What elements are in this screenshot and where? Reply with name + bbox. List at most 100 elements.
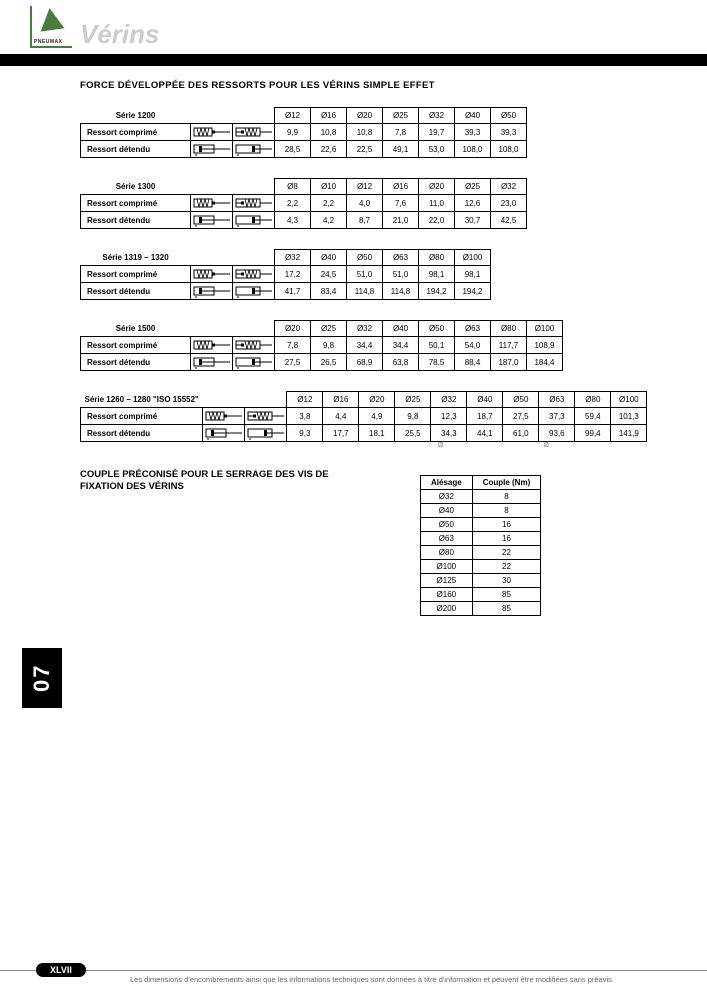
section1-title: FORCE DÉVELOPPÉE DES RESSORTS POUR LES V… bbox=[80, 80, 667, 91]
torque-col-header: Alésage bbox=[421, 476, 473, 490]
data-cell: 30,7 bbox=[455, 212, 491, 229]
cylinder-icon bbox=[191, 124, 233, 141]
cylinder-icon bbox=[233, 283, 275, 300]
data-cell: 42,5 bbox=[491, 212, 527, 229]
row-label-extended: Ressort détendu bbox=[81, 354, 191, 371]
data-cell: 108,0 bbox=[491, 141, 527, 158]
series-label: Série 1319 – 1320 bbox=[81, 250, 191, 266]
col-header: Ø63 bbox=[539, 392, 575, 408]
col-header: Ø20 bbox=[275, 321, 311, 337]
data-cell: 4,3 bbox=[275, 212, 311, 229]
series-table: Série 1200Ø12Ø16Ø20Ø25Ø32Ø40Ø50Ressort c… bbox=[80, 107, 667, 158]
data-table: Série 1260 – 1280 "ISO 15552"Ø12Ø16Ø20Ø2… bbox=[80, 391, 647, 442]
data-cell: 8,7 bbox=[347, 212, 383, 229]
data-cell: 22,6 bbox=[311, 141, 347, 158]
torque-cell: Ø63 bbox=[421, 532, 473, 546]
section-index-tab: 07 bbox=[22, 648, 62, 708]
torque-cell: Ø100 bbox=[421, 560, 473, 574]
section2: COUPLE PRÉCONISÉ POUR LE SERRAGE DES VIS… bbox=[80, 469, 667, 616]
cylinder-icon bbox=[233, 266, 275, 283]
cylinder-icon bbox=[245, 425, 287, 442]
section2-title: COUPLE PRÉCONISÉ POUR LE SERRAGE DES VIS… bbox=[80, 469, 360, 494]
data-cell: 34,3 bbox=[431, 425, 467, 442]
brand-logo: PNEUMAX bbox=[30, 6, 72, 48]
col-header: Ø20 bbox=[359, 392, 395, 408]
data-cell: 194,2 bbox=[455, 283, 491, 300]
col-header: Ø16 bbox=[383, 179, 419, 195]
data-cell: 108,9 bbox=[527, 337, 563, 354]
data-cell: 2,2 bbox=[311, 195, 347, 212]
data-cell: 22,5 bbox=[347, 141, 383, 158]
row-label-extended: Ressort détendu bbox=[81, 425, 203, 442]
data-cell: 194,2 bbox=[419, 283, 455, 300]
data-cell: 25,5 bbox=[395, 425, 431, 442]
data-cell: 4,0 bbox=[347, 195, 383, 212]
col-header: Ø25 bbox=[455, 179, 491, 195]
data-cell: 108,0 bbox=[455, 141, 491, 158]
data-cell: 27,5 bbox=[275, 354, 311, 371]
data-cell: 11,0 bbox=[419, 195, 455, 212]
col-header: Ø8 bbox=[275, 179, 311, 195]
data-cell: 4,9 bbox=[359, 408, 395, 425]
col-header: Ø25 bbox=[311, 321, 347, 337]
data-cell: 17,7 bbox=[323, 425, 359, 442]
data-cell: 78,5 bbox=[419, 354, 455, 371]
col-header: Ø63 bbox=[383, 250, 419, 266]
col-header: Ø20 bbox=[419, 179, 455, 195]
torque-cell: Ø32 bbox=[421, 490, 473, 504]
col-header: Ø25 bbox=[395, 392, 431, 408]
torque-cell: Ø125 bbox=[421, 574, 473, 588]
data-cell: 27,5 bbox=[503, 408, 539, 425]
data-table: Série 1500Ø20Ø25Ø32Ø40Ø50Ø63Ø80Ø100Resso… bbox=[80, 320, 563, 371]
col-header: Ø80 bbox=[419, 250, 455, 266]
col-header: Ø32 bbox=[491, 179, 527, 195]
data-cell: 9,8 bbox=[395, 408, 431, 425]
data-cell: 34,4 bbox=[383, 337, 419, 354]
col-header: Ø50 bbox=[419, 321, 455, 337]
data-cell: 141,9 bbox=[611, 425, 647, 442]
data-cell: 44,1 bbox=[467, 425, 503, 442]
cylinder-icon bbox=[203, 408, 245, 425]
data-cell: 22,0 bbox=[419, 212, 455, 229]
row-label-extended: Ressort détendu bbox=[81, 283, 191, 300]
col-header: Ø40 bbox=[455, 108, 491, 124]
data-cell: 34,4 bbox=[347, 337, 383, 354]
data-cell: 26,5 bbox=[311, 354, 347, 371]
header-band bbox=[0, 56, 707, 66]
data-cell: 4,4 bbox=[323, 408, 359, 425]
cylinder-icon bbox=[191, 195, 233, 212]
data-cell: 9,8 bbox=[311, 337, 347, 354]
col-header: Ø32 bbox=[419, 108, 455, 124]
data-table: Série 1300Ø8Ø10Ø12Ø16Ø20Ø25Ø32Ressort co… bbox=[80, 178, 527, 229]
cylinder-icon bbox=[191, 337, 233, 354]
cylinder-icon bbox=[203, 425, 245, 442]
data-cell: 12,3 bbox=[431, 408, 467, 425]
data-cell: 114,8 bbox=[383, 283, 419, 300]
col-header: Ø32 bbox=[347, 321, 383, 337]
series-table: Série 1260 – 1280 "ISO 15552"Ø12Ø16Ø20Ø2… bbox=[80, 391, 667, 449]
data-cell: 10,8 bbox=[347, 124, 383, 141]
data-cell: 98,1 bbox=[455, 266, 491, 283]
data-cell: 101,3 bbox=[611, 408, 647, 425]
col-header: Ø16 bbox=[323, 392, 359, 408]
data-cell: 88,4 bbox=[455, 354, 491, 371]
series-label: Série 1260 – 1280 "ISO 15552" bbox=[81, 392, 203, 408]
table-footnote: ØØ bbox=[320, 442, 667, 449]
data-cell: 2,2 bbox=[275, 195, 311, 212]
col-header: Ø40 bbox=[311, 250, 347, 266]
col-header: Ø25 bbox=[383, 108, 419, 124]
torque-cell: Ø160 bbox=[421, 588, 473, 602]
data-cell: 39,3 bbox=[455, 124, 491, 141]
torque-cell: 22 bbox=[472, 546, 541, 560]
brand-name: PNEUMAX bbox=[34, 39, 63, 45]
data-cell: 49,1 bbox=[383, 141, 419, 158]
data-table: Série 1200Ø12Ø16Ø20Ø25Ø32Ø40Ø50Ressort c… bbox=[80, 107, 527, 158]
data-cell: 10,8 bbox=[311, 124, 347, 141]
series-label: Série 1200 bbox=[81, 108, 191, 124]
col-header: Ø10 bbox=[311, 179, 347, 195]
data-cell: 51,0 bbox=[383, 266, 419, 283]
data-cell: 4,2 bbox=[311, 212, 347, 229]
data-cell: 63,8 bbox=[383, 354, 419, 371]
cylinder-icon bbox=[191, 212, 233, 229]
page-number: XLVII bbox=[36, 963, 86, 977]
